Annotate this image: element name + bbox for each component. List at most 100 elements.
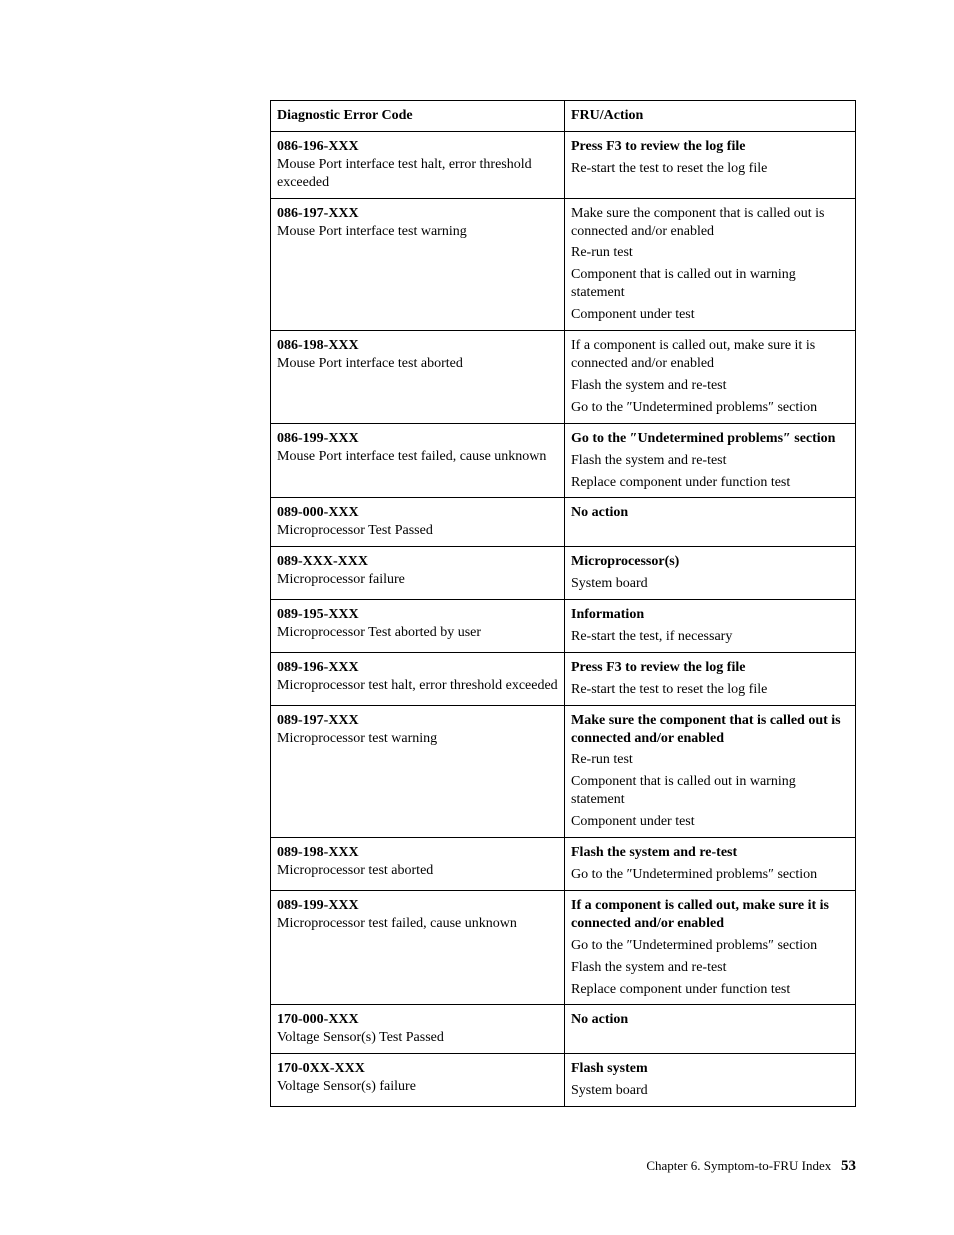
action-item: System board: [571, 1082, 849, 1100]
primary-action: Make sure the component that is called o…: [571, 205, 849, 241]
table-row: 089-197-XXXMicroprocessor test warningMa…: [271, 705, 856, 837]
action-item: Flash the system and re-test: [571, 959, 849, 977]
action-item: Re-run test: [571, 244, 849, 262]
cell-diagnostic-code: 170-000-XXXVoltage Sensor(s) Test Passed: [271, 1005, 565, 1054]
cell-diagnostic-code: 089-XXX-XXXMicroprocessor failure: [271, 547, 565, 600]
table-row: 089-XXX-XXXMicroprocessor failureMicropr…: [271, 547, 856, 600]
cell-fru-action: Information Re-start the test, if necessa…: [565, 600, 856, 653]
table-row: 089-196-XXXMicroprocessor test halt, err…: [271, 652, 856, 705]
action-item: Component that is called out in warning …: [571, 266, 849, 302]
error-description: Microprocessor test warning: [277, 730, 558, 748]
page-footer: Chapter 6. Symptom-to-FRU Index 53: [646, 1158, 856, 1175]
footer-chapter: Chapter 6. Symptom-to-FRU Index: [646, 1158, 831, 1173]
cell-diagnostic-code: 089-199-XXXMicroprocessor test failed, c…: [271, 890, 565, 1005]
table-row: 170-0XX-XXXVoltage Sensor(s) failureFlas…: [271, 1054, 856, 1107]
error-code: 086-197-XXX: [277, 205, 558, 223]
action-item: Component that is called out in warning …: [571, 773, 849, 809]
error-description: Microprocessor test halt, error threshol…: [277, 677, 558, 695]
error-description: Microprocessor test aborted: [277, 862, 558, 880]
action-item: Re-start the test to reset the log file: [571, 160, 849, 178]
action-item: Go to the ″Undetermined problems″ sectio…: [571, 399, 849, 417]
error-code: 170-000-XXX: [277, 1011, 558, 1029]
primary-action: Flash the system and re-test: [571, 844, 849, 862]
action-item: Re-run test: [571, 751, 849, 769]
cell-fru-action: Flash system System board: [565, 1054, 856, 1107]
error-description: Mouse Port interface test failed, cause …: [277, 448, 558, 466]
primary-action: No action: [571, 1011, 849, 1029]
error-code: 086-198-XXX: [277, 337, 558, 355]
cell-diagnostic-code: 089-198-XXXMicroprocessor test aborted: [271, 838, 565, 891]
cell-fru-action: Flash the system and re-test Go to the ″U…: [565, 838, 856, 891]
action-item: Component under test: [571, 306, 849, 324]
error-description: Microprocessor failure: [277, 571, 558, 589]
cell-fru-action: Make sure the component that is called o…: [565, 705, 856, 837]
cell-diagnostic-code: 086-198-XXXMouse Port interface test abo…: [271, 331, 565, 424]
action-item: Component under test: [571, 813, 849, 831]
page: Diagnostic Error Code FRU/Action 086-196…: [0, 0, 954, 1235]
cell-diagnostic-code: 086-199-XXXMouse Port interface test fai…: [271, 423, 565, 498]
primary-action: No action: [571, 504, 849, 522]
error-description: Voltage Sensor(s) failure: [277, 1078, 558, 1096]
cell-fru-action: Press F3 to review the log file Re-start …: [565, 652, 856, 705]
table-row: 086-197-XXXMouse Port interface test war…: [271, 198, 856, 330]
action-item: Go to the ″Undetermined problems″ sectio…: [571, 937, 849, 955]
cell-diagnostic-code: 086-197-XXXMouse Port interface test war…: [271, 198, 565, 330]
error-description: Microprocessor Test aborted by user: [277, 624, 558, 642]
table-row: 086-198-XXXMouse Port interface test abo…: [271, 331, 856, 424]
error-description: Mouse Port interface test aborted: [277, 355, 558, 373]
primary-action: Flash system: [571, 1060, 849, 1078]
error-description: Microprocessor test failed, cause unknow…: [277, 915, 558, 933]
cell-fru-action: No action: [565, 498, 856, 547]
error-description: Voltage Sensor(s) Test Passed: [277, 1029, 558, 1047]
cell-fru-action: If a component is called out, make sure …: [565, 331, 856, 424]
action-item: Re-start the test to reset the log file: [571, 681, 849, 699]
error-code: 086-199-XXX: [277, 430, 558, 448]
action-item: Replace component under function test: [571, 981, 849, 999]
cell-fru-action: Make sure the component that is called o…: [565, 198, 856, 330]
diagnostic-table: Diagnostic Error Code FRU/Action 086-196…: [270, 100, 856, 1107]
table-row: 086-196-XXXMouse Port interface test hal…: [271, 131, 856, 198]
error-code: 086-196-XXX: [277, 138, 558, 156]
table-row: 089-000-XXXMicroprocessor Test Passed No …: [271, 498, 856, 547]
primary-action: Go to the ″Undetermined problems″ sectio…: [571, 430, 849, 448]
primary-action: If a component is called out, make sure …: [571, 897, 849, 933]
cell-fru-action: Press F3 to review the log file Re-start …: [565, 131, 856, 198]
action-item: Go to the ″Undetermined problems″ sectio…: [571, 866, 849, 884]
primary-action: Microprocessor(s): [571, 553, 849, 571]
primary-action: If a component is called out, make sure …: [571, 337, 849, 373]
cell-diagnostic-code: 089-196-XXXMicroprocessor test halt, err…: [271, 652, 565, 705]
error-code: 089-XXX-XXX: [277, 553, 558, 571]
table-row: 089-199-XXXMicroprocessor test failed, c…: [271, 890, 856, 1005]
error-description: Mouse Port interface test warning: [277, 223, 558, 241]
cell-diagnostic-code: 170-0XX-XXXVoltage Sensor(s) failure: [271, 1054, 565, 1107]
table-row: 089-195-XXXMicroprocessor Test aborted b…: [271, 600, 856, 653]
table-row: 170-000-XXXVoltage Sensor(s) Test Passed…: [271, 1005, 856, 1054]
cell-diagnostic-code: 089-197-XXXMicroprocessor test warning: [271, 705, 565, 837]
primary-action: Information: [571, 606, 849, 624]
primary-action: Make sure the component that is called o…: [571, 712, 849, 748]
cell-fru-action: No action: [565, 1005, 856, 1054]
primary-action: Press F3 to review the log file: [571, 659, 849, 677]
error-code: 089-000-XXX: [277, 504, 558, 522]
table-row: 086-199-XXXMouse Port interface test fai…: [271, 423, 856, 498]
cell-fru-action: If a component is called out, make sure …: [565, 890, 856, 1005]
error-description: Mouse Port interface test halt, error th…: [277, 156, 558, 192]
cell-diagnostic-code: 089-000-XXXMicroprocessor Test Passed: [271, 498, 565, 547]
cell-fru-action: Microprocessor(s) System board: [565, 547, 856, 600]
primary-action: Press F3 to review the log file: [571, 138, 849, 156]
cell-diagnostic-code: 089-195-XXXMicroprocessor Test aborted b…: [271, 600, 565, 653]
table-header-row: Diagnostic Error Code FRU/Action: [271, 101, 856, 132]
table-row: 089-198-XXXMicroprocessor test abortedFl…: [271, 838, 856, 891]
error-code: 089-199-XXX: [277, 897, 558, 915]
cell-fru-action: Go to the ″Undetermined problems″ sectio…: [565, 423, 856, 498]
error-code: 089-195-XXX: [277, 606, 558, 624]
action-item: Flash the system and re-test: [571, 452, 849, 470]
error-description: Microprocessor Test Passed: [277, 522, 558, 540]
header-diagnostic-code: Diagnostic Error Code: [271, 101, 565, 132]
action-item: Re-start the test, if necessary: [571, 628, 849, 646]
error-code: 170-0XX-XXX: [277, 1060, 558, 1078]
action-item: System board: [571, 575, 849, 593]
header-fru-action: FRU/Action: [565, 101, 856, 132]
cell-diagnostic-code: 086-196-XXXMouse Port interface test hal…: [271, 131, 565, 198]
action-item: Replace component under function test: [571, 474, 849, 492]
